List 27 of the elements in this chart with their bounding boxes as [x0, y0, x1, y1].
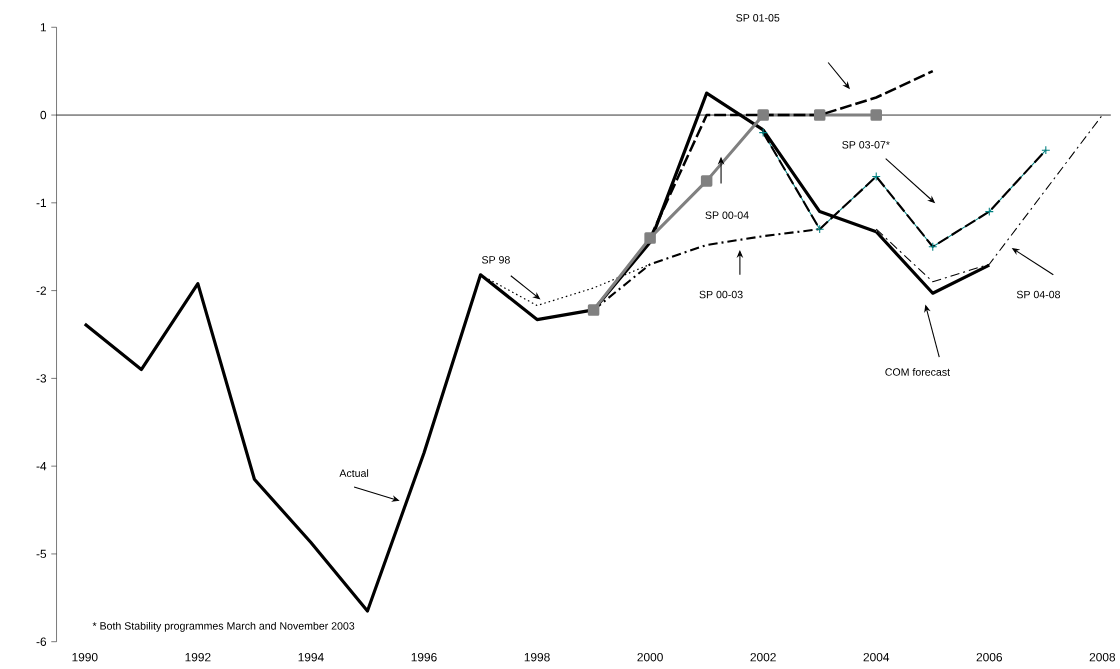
y-tick-label: -2	[36, 286, 46, 295]
y-tick-label: 1	[40, 22, 47, 32]
x-tick-label: 2000	[637, 652, 663, 662]
x-tick-label: 2008	[1089, 652, 1116, 662]
annotation: Actual	[339, 468, 369, 477]
y-tick-label: -3	[36, 373, 47, 383]
annotation: SP 00-04	[705, 211, 749, 219]
y-tick-label: -1	[36, 198, 47, 207]
annotation: * Both Stability programmes March and November 2003	[92, 621, 355, 632]
x-tick-label: 1990	[72, 652, 98, 662]
x-tick-label: 1996	[411, 652, 437, 662]
x-tick-label: 1998	[524, 652, 550, 662]
x-tick-label: 2002	[750, 652, 776, 662]
annotation: SP 04-08	[1016, 290, 1061, 299]
x-tick-label: 2004	[863, 652, 890, 662]
x-tick-label: 1992	[185, 652, 211, 662]
y-tick-label: -4	[36, 461, 47, 471]
annotation: SP 98	[481, 255, 510, 264]
y-tick-label: 0	[40, 110, 47, 120]
annotation: SP 00-03	[699, 290, 743, 299]
text: SP 01-05	[736, 13, 780, 22]
x-tick-label: 1994	[298, 652, 324, 662]
annotation: SP 03-07*	[842, 140, 890, 149]
x-tick-label: 2006	[976, 652, 1003, 662]
y-tick-label: -5	[36, 549, 47, 558]
y-tick-label: -6	[36, 637, 47, 646]
annotation: COM forecast	[885, 367, 950, 376]
